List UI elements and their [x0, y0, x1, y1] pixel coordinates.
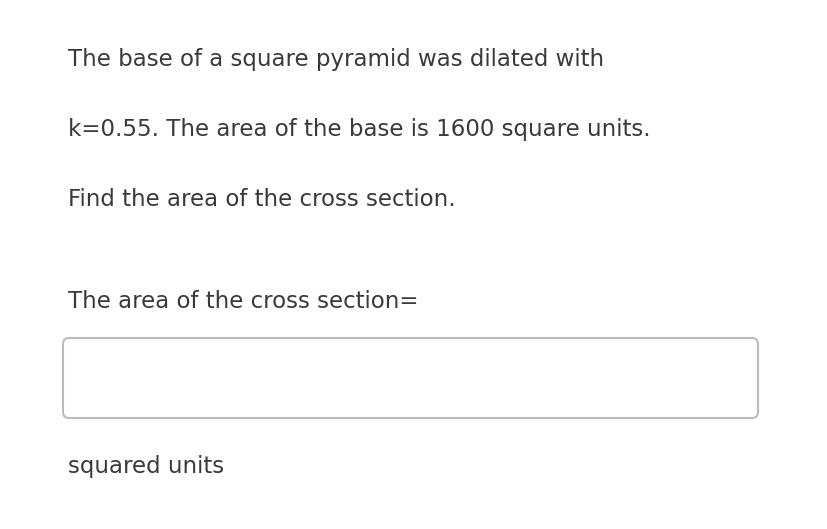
Text: Find the area of the cross section.: Find the area of the cross section. [68, 188, 455, 211]
FancyBboxPatch shape [63, 338, 757, 418]
Text: squared units: squared units [68, 455, 224, 478]
Text: The base of a square pyramid was dilated with: The base of a square pyramid was dilated… [68, 48, 604, 71]
Text: The area of the cross section=: The area of the cross section= [68, 290, 418, 313]
Text: k=0.55. The area of the base is 1600 square units.: k=0.55. The area of the base is 1600 squ… [68, 118, 650, 141]
